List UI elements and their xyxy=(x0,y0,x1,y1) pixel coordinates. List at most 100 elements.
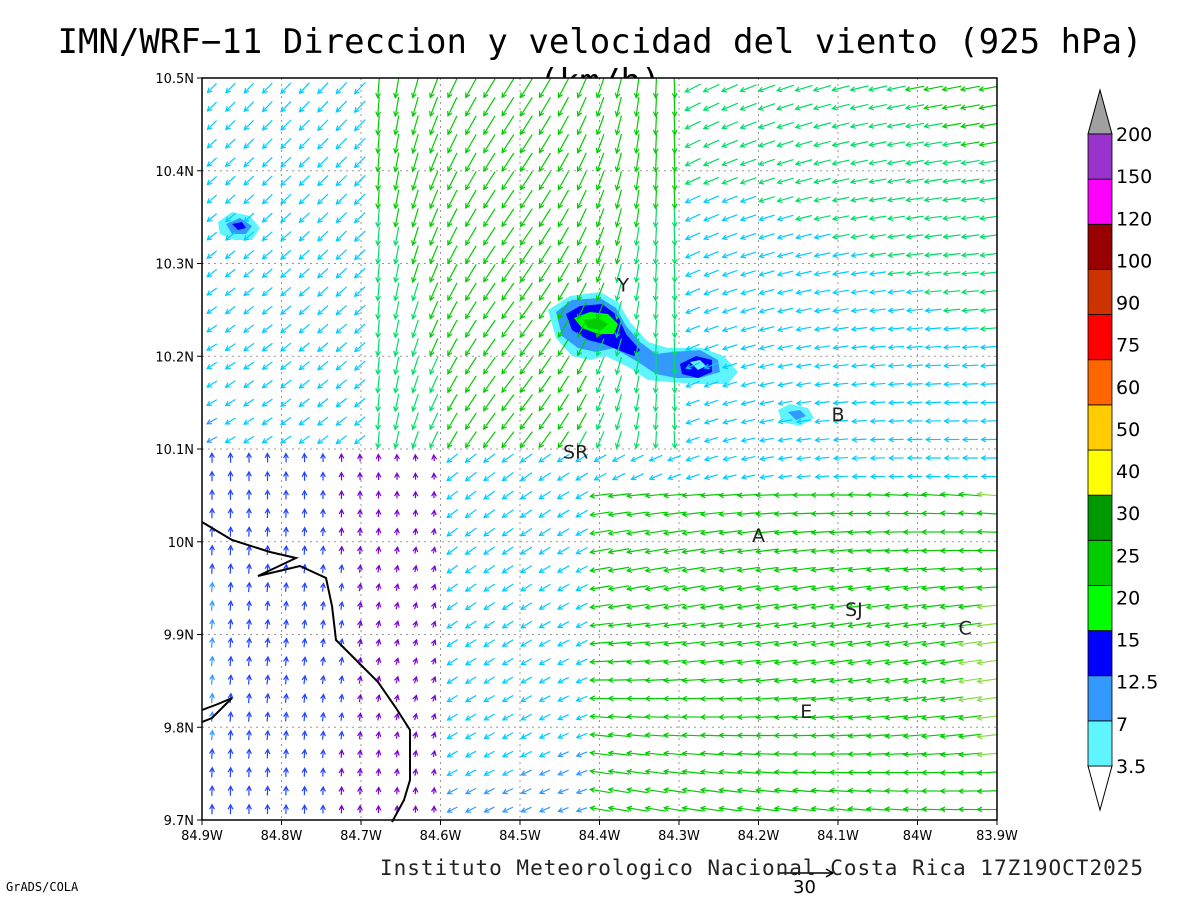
wind-arrow xyxy=(920,566,945,573)
wind-arrow xyxy=(703,325,719,333)
wind-arrow xyxy=(812,140,831,148)
wind-arrow xyxy=(758,418,774,425)
wind-arrow xyxy=(980,436,997,443)
wind-arrow xyxy=(671,412,678,431)
wind-arrow xyxy=(757,140,776,148)
wind-arrow xyxy=(847,659,871,666)
wind-arrow xyxy=(393,712,400,721)
wind-arrow xyxy=(411,226,419,247)
wind-arrow xyxy=(905,307,924,314)
wind-arrow xyxy=(868,233,887,240)
wind-arrow xyxy=(644,529,667,536)
wind-arrow xyxy=(595,375,605,394)
wind-arrow xyxy=(961,344,979,351)
colorbar-level-label: 60 xyxy=(1116,377,1140,399)
wind-arrow xyxy=(755,585,778,592)
wind-arrow xyxy=(446,639,458,648)
wind-arrow xyxy=(755,696,778,702)
reference-vector-label: 30 xyxy=(793,877,816,898)
wind-arrow xyxy=(902,733,927,740)
contour-12.5-nw xyxy=(232,222,246,230)
wind-arrow xyxy=(556,583,570,592)
wind-arrow xyxy=(662,548,685,555)
wind-arrow xyxy=(652,393,659,413)
wind-arrow xyxy=(849,141,869,148)
wind-arrow xyxy=(667,473,681,481)
wind-arrow xyxy=(375,282,381,302)
wind-arrow xyxy=(394,453,400,462)
wind-arrow xyxy=(831,252,850,259)
wind-arrow xyxy=(224,361,236,370)
wind-arrow xyxy=(850,399,867,406)
wind-arrow xyxy=(681,548,704,555)
wind-arrow xyxy=(943,436,960,443)
wind-arrow xyxy=(317,193,329,205)
wind-arrow xyxy=(614,412,623,431)
wind-arrow xyxy=(625,750,648,757)
wind-arrow xyxy=(886,233,905,240)
wind-arrow xyxy=(702,176,720,185)
wind-arrow xyxy=(576,115,587,136)
wind-arrow xyxy=(520,695,532,702)
wind-arrow xyxy=(684,157,701,167)
wind-arrow xyxy=(246,785,252,796)
wind-arrow xyxy=(501,490,514,500)
wind-arrow xyxy=(923,159,943,166)
wind-arrow xyxy=(740,418,756,425)
wind-arrow xyxy=(447,134,458,154)
wind-arrow xyxy=(740,455,756,462)
wind-arrow xyxy=(828,603,853,610)
wind-arrow xyxy=(353,416,366,426)
wind-arrow xyxy=(246,563,252,574)
wind-arrow xyxy=(261,398,273,407)
wind-arrow xyxy=(923,252,942,258)
wind-arrow xyxy=(739,158,757,167)
wind-arrow xyxy=(633,245,640,265)
wind-arrow xyxy=(224,343,236,352)
wind-arrow xyxy=(924,436,941,443)
wind-arrow xyxy=(465,264,477,283)
wind-arrow xyxy=(699,622,723,629)
wind-arrow xyxy=(557,264,570,283)
wind-arrow xyxy=(576,152,587,173)
wind-arrow xyxy=(320,730,326,740)
wind-arrow xyxy=(227,489,234,500)
wind-arrow xyxy=(589,640,611,647)
wind-arrow xyxy=(905,325,923,332)
wind-arrow xyxy=(886,196,906,203)
wind-arrow xyxy=(887,344,905,351)
wind-arrow xyxy=(464,546,477,555)
wind-arrow xyxy=(595,431,605,449)
wind-arrow xyxy=(810,805,834,812)
wind-arrow xyxy=(501,602,514,611)
wind-arrow xyxy=(887,418,904,425)
wind-arrow xyxy=(280,249,292,260)
wind-arrow xyxy=(320,637,326,648)
wind-arrow xyxy=(429,152,439,173)
wind-arrow xyxy=(920,696,945,703)
wind-arrow xyxy=(791,659,815,666)
wind-arrow xyxy=(652,245,659,265)
wind-arrow xyxy=(464,806,477,813)
wind-arrow xyxy=(520,713,532,721)
wind-arrow xyxy=(758,307,775,314)
wind-arrow xyxy=(225,82,236,94)
wind-arrow xyxy=(776,233,794,240)
wind-arrow xyxy=(483,189,496,209)
wind-arrow xyxy=(283,452,289,463)
wind-arrow xyxy=(703,399,719,407)
wind-arrow xyxy=(685,473,700,481)
wind-arrow xyxy=(338,785,345,795)
wind-arrow xyxy=(465,301,477,320)
wind-arrow xyxy=(718,548,741,555)
wind-arrow xyxy=(446,601,459,611)
wind-arrow xyxy=(246,803,252,815)
wind-arrow xyxy=(320,582,326,592)
wind-arrow xyxy=(261,156,273,168)
wind-arrow xyxy=(335,342,347,353)
wind-arrow xyxy=(538,639,551,647)
wind-arrow xyxy=(865,714,890,721)
wind-arrow xyxy=(886,141,906,148)
wind-arrow xyxy=(633,356,640,376)
wind-arrow xyxy=(740,325,756,333)
